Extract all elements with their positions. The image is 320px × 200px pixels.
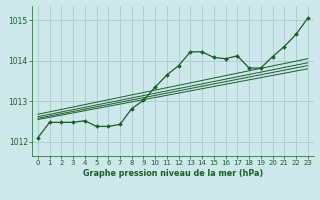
- X-axis label: Graphe pression niveau de la mer (hPa): Graphe pression niveau de la mer (hPa): [83, 169, 263, 178]
